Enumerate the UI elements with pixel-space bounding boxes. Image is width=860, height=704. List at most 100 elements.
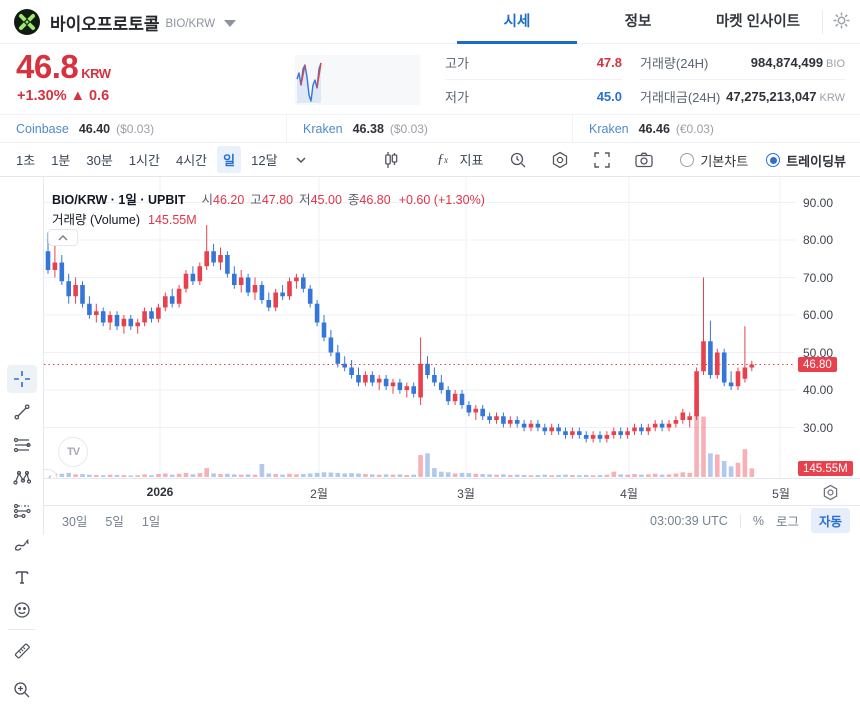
- legend-low: 45.00: [310, 193, 342, 207]
- price-change: +1.30% ▲ 0.6: [17, 88, 110, 104]
- exchange-diff: ($0.03): [389, 121, 428, 136]
- pair-selector[interactable]: 바이오프로토콜 BIO/KRW: [14, 8, 237, 36]
- current-price: 46.8 KRW: [16, 48, 111, 86]
- interval-12M[interactable]: 12달: [251, 153, 278, 168]
- zoom-in-tool[interactable]: [7, 676, 37, 704]
- radio-tradingview[interactable]: 트레이딩뷰: [766, 151, 846, 170]
- interval-1s[interactable]: 1초: [16, 153, 36, 168]
- high-value: 47.8: [596, 55, 622, 70]
- trend-line-tool[interactable]: [7, 398, 37, 426]
- fullscreen-icon[interactable]: [589, 147, 615, 173]
- range-30d-button[interactable]: 30일: [62, 515, 88, 529]
- radio-basic-chart[interactable]: 기본차트: [680, 151, 748, 170]
- radio-basic-chart-label: 기본차트: [700, 153, 749, 169]
- legend-open: 46.20: [213, 193, 245, 207]
- percent-scale-button[interactable]: %: [752, 513, 764, 528]
- indicator-button[interactable]: 지표: [459, 153, 484, 168]
- legend-change: +0.60 (+1.30%): [398, 193, 485, 207]
- exchange-price: 46.40: [78, 121, 111, 136]
- y-tick: 30.00: [803, 421, 834, 435]
- exchange-price: 46.46: [638, 121, 670, 136]
- exchange-diff: (€0.03): [675, 121, 714, 136]
- interval-1d[interactable]: 일: [217, 146, 242, 173]
- tradingview-logo[interactable]: TV: [58, 437, 88, 467]
- exchange-coinbase[interactable]: Coinbase 46.40 ($0.03): [0, 115, 286, 142]
- app-header: 바이오프로토콜 BIO/KRW 시세 정보 마켓 인사이트: [0, 0, 860, 44]
- amount-label: 거래대금(24H): [640, 89, 721, 105]
- price-axis[interactable]: 90.00 80.00 70.00 60.00 50.00 40.00 30.0…: [795, 177, 860, 478]
- candle-style-icon[interactable]: [378, 147, 404, 173]
- x-tick: 2월: [310, 487, 328, 501]
- current-volume-badge: 145.55M: [798, 461, 853, 476]
- indicator-template-icon[interactable]: [505, 147, 531, 173]
- gear-icon[interactable]: [832, 11, 851, 30]
- legend-collapse-button[interactable]: [48, 229, 78, 246]
- mini-sparkline: [295, 55, 420, 105]
- divider: [739, 513, 741, 528]
- tab-market-insight[interactable]: 마켓 인사이트: [715, 14, 801, 30]
- exchange-name: Kraken: [589, 121, 629, 136]
- legend-high: 47.80: [261, 193, 294, 207]
- amount-value: 47,275,213,047 KRW: [726, 88, 845, 104]
- crosshair-tool[interactable]: [7, 365, 37, 393]
- camera-snapshot-icon[interactable]: [631, 147, 657, 173]
- brush-tool[interactable]: [7, 530, 37, 558]
- auto-scale-button[interactable]: 자동: [810, 508, 850, 533]
- pair-label: BIO/KRW: [165, 17, 216, 30]
- text-tool[interactable]: [7, 563, 37, 591]
- range-1d-button[interactable]: 1일: [141, 515, 161, 529]
- caret-down-icon: [224, 19, 237, 27]
- volume-value: 984,874,499 BIO: [750, 55, 845, 70]
- exchange-compare-row: Coinbase 46.40 ($0.03) Kraken 46.38 ($0.…: [0, 114, 860, 143]
- exchange-price: 46.38: [352, 121, 384, 136]
- xabcd-pattern-tool[interactable]: [7, 464, 37, 492]
- ruler-tool[interactable]: [7, 638, 37, 666]
- stats-col-volume: 거래량(24H) 984,874,499 BIO 거래대금(24H) 47,275…: [640, 46, 845, 112]
- y-tick: 40.00: [803, 383, 834, 397]
- y-tick: 90.00: [803, 196, 834, 210]
- active-tab-underline: [457, 41, 577, 44]
- x-tick-year: 2026: [146, 485, 174, 499]
- candlestick-chart[interactable]: [44, 177, 795, 478]
- low-value: 45.0: [596, 88, 622, 104]
- axis-settings-icon[interactable]: [822, 484, 839, 501]
- emoji-tool[interactable]: [7, 596, 37, 624]
- stat-high: 고가 47.8: [445, 46, 622, 79]
- token-logo-icon: [14, 9, 40, 35]
- clock-utc[interactable]: 03:00:39 UTC: [650, 513, 728, 528]
- time-axis[interactable]: 2026 2월 3월 4월 5월: [44, 478, 860, 505]
- tab-price[interactable]: 시세: [503, 14, 531, 30]
- high-label: 고가: [445, 56, 469, 71]
- interval-4h[interactable]: 4시간: [175, 153, 208, 168]
- stats-col-price: 고가 47.8 저가 45.0: [445, 46, 622, 112]
- fib-retracement-tool[interactable]: [7, 431, 37, 459]
- legend-symbol: BIO/KRW · 1일 · UPBIT: [52, 193, 186, 207]
- legend-close: 46.80: [359, 193, 391, 207]
- tab-info[interactable]: 정보: [624, 14, 652, 30]
- price-currency: KRW: [81, 66, 111, 81]
- interval-30m[interactable]: 30분: [86, 153, 113, 168]
- volume-legend-label: 거래량 (Volume): [52, 213, 140, 227]
- interval-1h[interactable]: 1시간: [128, 153, 160, 168]
- log-scale-button[interactable]: 로그: [775, 515, 799, 529]
- low-label: 저가: [445, 89, 469, 105]
- range-5d-button[interactable]: 5일: [105, 515, 124, 529]
- chart-settings-hexagon-icon[interactable]: [547, 147, 573, 173]
- radio-tradingview-label: 트레이딩뷰: [786, 153, 846, 169]
- volume-legend: 거래량 (Volume) 145.55M: [52, 209, 197, 228]
- volume-legend-value: 145.55M: [148, 213, 197, 227]
- exchange-kraken-eur[interactable]: Kraken 46.46 (€0.03): [572, 115, 858, 142]
- x-tick: 5월: [772, 487, 790, 501]
- exchange-kraken-usd[interactable]: Kraken 46.38 ($0.03): [286, 115, 572, 142]
- interval-caret-down-icon[interactable]: [288, 147, 314, 173]
- forecast-tool[interactable]: [7, 497, 37, 525]
- y-tick: 80.00: [803, 233, 834, 247]
- exchange-diff: ($0.03): [116, 121, 155, 136]
- y-tick: 50.00: [803, 346, 834, 360]
- y-tick: 60.00: [803, 308, 834, 322]
- chart-legend: BIO/KRW · 1일 · UPBIT 시46.20 고47.80 저45.00 종4…: [52, 193, 485, 207]
- interval-1m[interactable]: 1분: [51, 153, 71, 168]
- stat-amount: 거래대금(24H) 47,275,213,047 KRW: [640, 79, 845, 112]
